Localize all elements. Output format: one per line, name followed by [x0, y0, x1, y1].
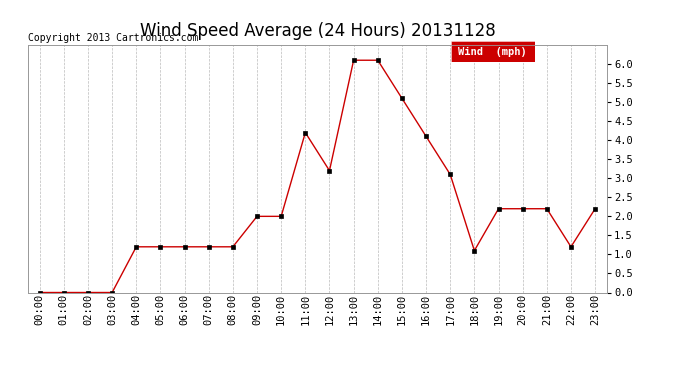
Title: Wind Speed Average (24 Hours) 20131128: Wind Speed Average (24 Hours) 20131128 — [139, 22, 495, 40]
Text: Copyright 2013 Cartronics.com: Copyright 2013 Cartronics.com — [28, 33, 198, 42]
